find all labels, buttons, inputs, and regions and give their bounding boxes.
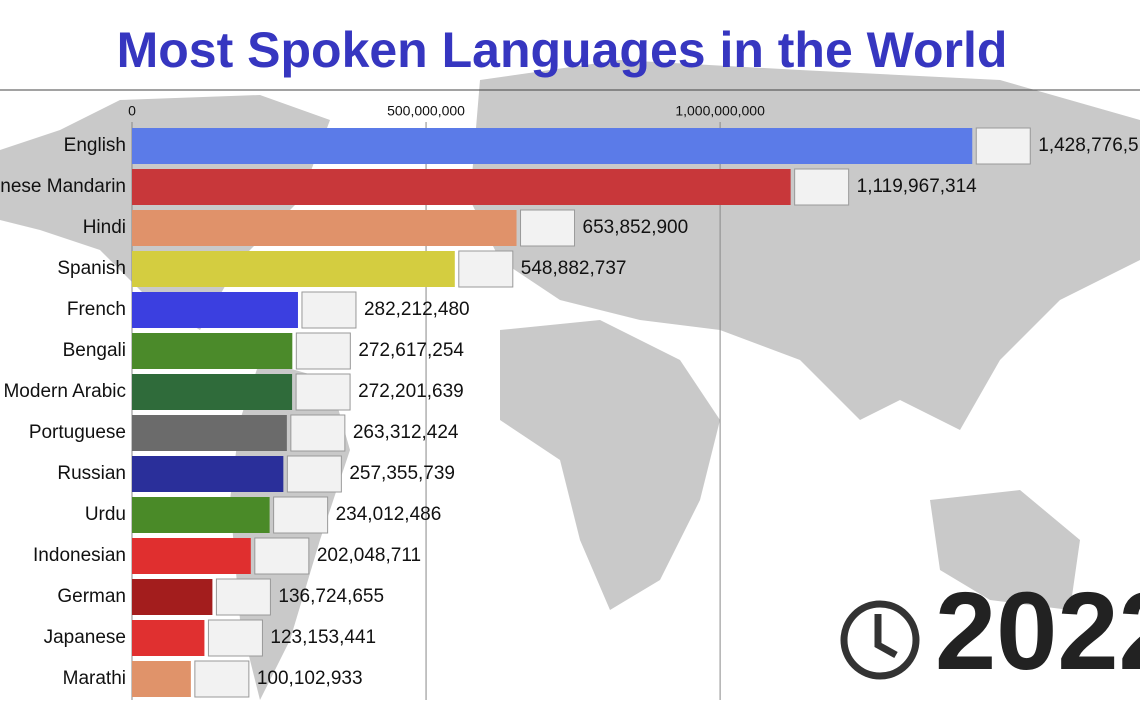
flag <box>794 168 850 206</box>
category-label: nese Mandarin <box>0 176 126 197</box>
clock-icon <box>840 600 920 680</box>
flag <box>520 209 576 247</box>
flag <box>290 414 346 452</box>
category-label: Russian <box>57 463 126 484</box>
flag <box>295 373 351 411</box>
value-label: 272,201,639 <box>358 381 464 402</box>
value-label: 653,852,900 <box>583 217 689 238</box>
category-label: Spanish <box>57 258 126 279</box>
bar <box>132 292 298 328</box>
value-label: 282,212,480 <box>364 299 470 320</box>
bar <box>132 620 205 656</box>
value-label: 234,012,486 <box>336 504 442 525</box>
bar <box>132 251 455 287</box>
value-label: 263,312,424 <box>353 422 459 443</box>
category-label: German <box>57 586 126 607</box>
flag <box>458 250 514 288</box>
category-label: Hindi <box>83 217 126 238</box>
bar <box>132 456 284 492</box>
value-label: 1,119,967,314 <box>857 176 978 197</box>
bar <box>132 497 270 533</box>
year-label: 2022 <box>935 570 1140 693</box>
bar <box>132 538 251 574</box>
category-label: Indonesian <box>33 545 126 566</box>
bar <box>132 661 191 697</box>
value-label: 272,617,254 <box>358 340 464 361</box>
flag <box>286 455 342 493</box>
flag <box>215 578 271 616</box>
x-tick-label: 1,000,000,000 <box>675 103 765 119</box>
flag <box>254 537 310 575</box>
flag <box>273 496 329 534</box>
bar <box>132 415 287 451</box>
category-label: Bengali <box>63 340 126 361</box>
bar <box>132 374 293 410</box>
value-label: 257,355,739 <box>349 463 455 484</box>
bar <box>132 169 791 205</box>
category-label: Japanese <box>44 627 126 648</box>
category-label: Modern Arabic <box>3 381 126 402</box>
category-label: Urdu <box>85 504 126 525</box>
bar <box>132 333 293 369</box>
category-label: English <box>64 135 126 156</box>
bar <box>132 579 213 615</box>
category-label: French <box>67 299 126 320</box>
chart-title: Most Spoken Languages in the World <box>117 22 1008 78</box>
flag <box>975 127 1031 165</box>
category-label: Marathi <box>63 668 126 689</box>
flag <box>295 332 351 370</box>
x-tick-label: 500,000,000 <box>387 103 465 119</box>
flag <box>301 291 357 329</box>
x-tick-label: 0 <box>128 103 136 119</box>
value-label: 202,048,711 <box>317 545 421 566</box>
bar <box>132 128 973 164</box>
category-label: Portuguese <box>29 422 126 443</box>
value-label: 136,724,655 <box>278 586 384 607</box>
bar <box>132 210 517 246</box>
value-label: 1,428,776,5 <box>1038 135 1138 156</box>
value-label: 100,102,933 <box>257 668 363 689</box>
value-label: 548,882,737 <box>521 258 627 279</box>
flag <box>194 660 250 698</box>
flag <box>207 619 263 657</box>
value-label: 123,153,441 <box>270 627 376 648</box>
